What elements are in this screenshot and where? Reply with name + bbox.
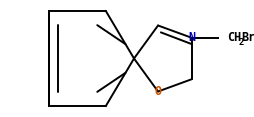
Text: 2: 2: [238, 38, 243, 47]
Text: Br: Br: [241, 31, 254, 44]
Text: O: O: [154, 85, 161, 98]
Text: CH: CH: [226, 31, 241, 44]
Text: N: N: [188, 31, 195, 44]
